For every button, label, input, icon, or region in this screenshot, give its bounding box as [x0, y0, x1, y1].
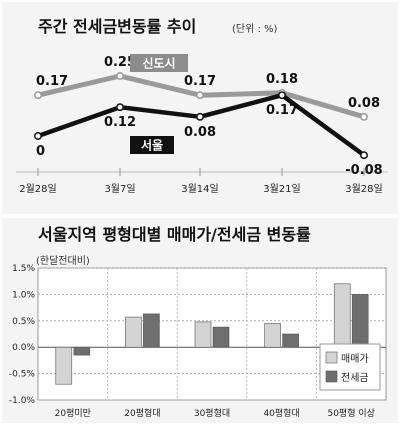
- y-tick-label: -0.5%: [9, 370, 36, 380]
- legend-label: 전세금: [341, 372, 369, 384]
- y-tick-label: 1.5%: [12, 264, 35, 274]
- series-point: [116, 103, 124, 112]
- y-tick-label: 0.5%: [12, 317, 35, 327]
- bar-jeonse: [143, 313, 160, 348]
- bar-sale: [55, 346, 73, 385]
- series-point: [34, 132, 42, 140]
- series-point: [196, 91, 204, 100]
- line-chart-title: 주간 전세금변동률 추이: [38, 17, 196, 36]
- bar-sale: [333, 283, 351, 348]
- x-tick-label: 3월14일: [181, 183, 219, 195]
- x-tick-label: 2월28일: [19, 183, 57, 195]
- bar-jeonse: [73, 346, 91, 356]
- series-point: [360, 151, 368, 160]
- y-tick-label: 0.0%: [12, 343, 35, 353]
- data-label: 0.17: [36, 74, 68, 89]
- bar-jeonse: [212, 326, 230, 348]
- category-label: 20평미만: [55, 408, 91, 419]
- series-tag-label: 신도시: [142, 56, 175, 71]
- bar-sale: [194, 321, 212, 348]
- bar-jeonse: [282, 333, 299, 348]
- series-point: [360, 112, 368, 121]
- category-label: 20평형대: [124, 408, 160, 419]
- size-bar-chart: 서울지역 평형대별 매매가/전세금 변동률 (한달전대비) 1.5% 1.0% 0.…: [9, 225, 387, 419]
- data-label: -0.08: [345, 163, 382, 178]
- bar-chart-marks: 1.5% 1.0% 0.5% 0.0% -0.5% -1.0% 20평미만 20평형대 30평형…: [9, 264, 387, 419]
- weekly-line-chart: 주간 전세금변동률 추이 (단위 : %) 2월28일 3월7일 3월14일 3월21…: [16, 17, 388, 195]
- category-label: 50평형 이상: [327, 408, 374, 419]
- series-tag-box: [130, 136, 174, 154]
- bar-legend: [319, 343, 381, 391]
- data-label: 0.12: [104, 115, 136, 130]
- series-point: [116, 72, 124, 80]
- series-point: [34, 91, 42, 100]
- data-label: 0.17: [266, 103, 298, 118]
- legend-swatch: [325, 370, 338, 383]
- y-tick-label: -1.0%: [9, 396, 36, 406]
- line-chart-marks: 2월28일 3월7일 3월14일 3월21일 3월28일 0.17 0.25 0.17 0.18…: [16, 54, 388, 195]
- legend-label: 매매가: [341, 353, 369, 365]
- x-tick-label: 3월28일: [345, 183, 383, 195]
- data-label: 0.25: [104, 55, 136, 70]
- bar-sale: [264, 323, 281, 348]
- size-chart-panel: 서울지역 평형대별 매매가/전세금 변동률 (한달전대비) 1.5% 1.0% 0.…: [2, 218, 398, 423]
- bar-chart-subtitle: (한달전대비): [36, 255, 90, 267]
- series-point: [196, 112, 204, 121]
- x-tick-label: 3월7일: [104, 183, 135, 195]
- data-label: 0.08: [348, 96, 380, 111]
- data-label: 0.18: [266, 72, 298, 87]
- series-tag-label: 서울: [141, 138, 163, 153]
- data-label: 0.17: [184, 74, 216, 89]
- category-label: 30평형대: [194, 408, 230, 419]
- line-chart-unit: (단위 : %): [232, 22, 278, 35]
- series-point: [278, 91, 286, 100]
- weekly-chart-panel: 주간 전세금변동률 추이 (단위 : %) 2월28일 3월7일 3월14일 3월21…: [2, 2, 398, 214]
- category-label: 40평형대: [263, 408, 299, 419]
- bar-sale: [125, 316, 142, 348]
- x-tick-label: 3월21일: [263, 183, 301, 195]
- data-label: 0.08: [184, 125, 216, 140]
- bar-chart-title: 서울지역 평형대별 매매가/전세금 변동률: [38, 225, 311, 244]
- legend-swatch: [325, 351, 338, 364]
- bar-jeonse: [351, 294, 369, 348]
- series-tag-box: [130, 54, 188, 72]
- data-label: 0: [36, 144, 45, 159]
- y-tick-label: 1.0%: [12, 290, 35, 300]
